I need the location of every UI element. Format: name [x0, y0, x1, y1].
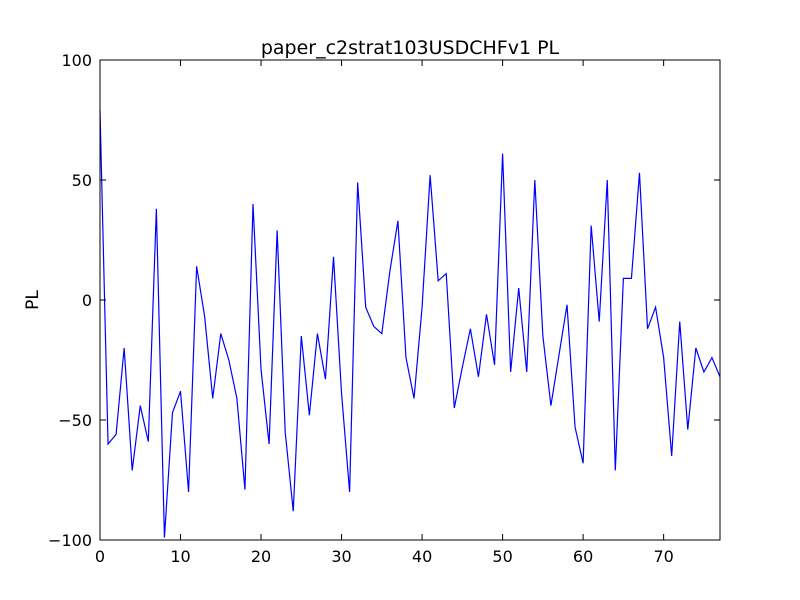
series-layer [99, 110, 721, 538]
x-tick-label: 60 [573, 547, 593, 566]
x-tick-label: 20 [251, 547, 271, 566]
chart-title: paper_c2strat103USDCHFv1 PL [261, 37, 560, 59]
x-tick-label: 70 [653, 547, 673, 566]
x-tick-label: 10 [170, 547, 190, 566]
ticks-layer: 0 10 20 30 40 50 60 70 100 50 0 −50 −100 [48, 51, 720, 566]
x-tick-label: 0 [95, 547, 105, 566]
x-tick-label: 30 [331, 547, 351, 566]
y-axis-label: PL [23, 290, 43, 310]
series-line [99, 110, 721, 538]
y-tick-label: −50 [58, 411, 92, 430]
y-tick-label: −100 [48, 531, 92, 550]
x-tick-label: 40 [412, 547, 432, 566]
y-tick-label: 100 [61, 51, 92, 70]
plot-frame [99, 59, 721, 541]
y-tick-label: 0 [82, 291, 92, 310]
y-tick-label: 50 [72, 171, 92, 190]
x-tick-label: 50 [492, 547, 512, 566]
